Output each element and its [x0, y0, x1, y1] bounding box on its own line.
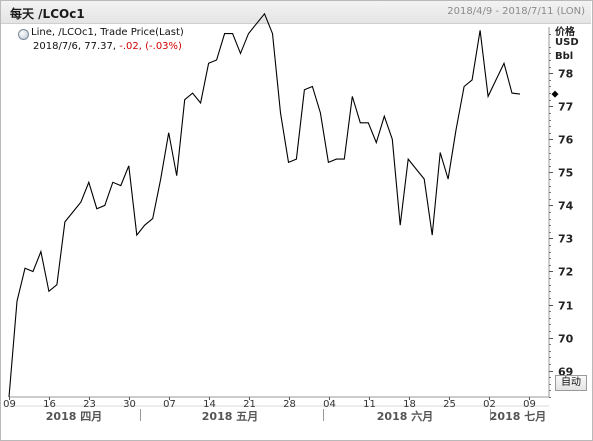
y-tick-label: 78 — [558, 68, 573, 81]
x-tick-label: 09 — [523, 399, 536, 410]
x-tick-label: 14 — [203, 399, 216, 410]
y-unit-currency: USD — [555, 37, 579, 48]
y-tick-label: 72 — [558, 266, 573, 279]
y-tick-label: 76 — [558, 134, 574, 147]
y-tick-label: 73 — [558, 233, 573, 246]
x-tick-label: 04 — [323, 399, 336, 410]
legend-line-icon[interactable] — [18, 29, 29, 40]
x-tick-label: 02 — [483, 399, 496, 410]
month-label: 2018 七月 — [490, 409, 546, 423]
month-label: 2018 五月 — [202, 410, 258, 423]
x-tick-label: 28 — [283, 399, 296, 410]
x-tick-label: 23 — [83, 399, 96, 410]
x-tick-label: 21 — [243, 399, 256, 410]
x-tick-label: 16 — [43, 399, 56, 410]
y-tick-label: 71 — [558, 300, 573, 313]
y-tick-label: 70 — [558, 333, 574, 346]
x-axis: 09 16 23 30 07 14 21 28 04 11 18 25 02 09 2018 四月 2018 … — [3, 397, 546, 423]
legend-series-label[interactable]: Line, /LCOc1, Trade Price(Last) — [31, 27, 184, 38]
y-tick-label: 75 — [558, 167, 573, 180]
x-tick-label: 11 — [363, 399, 376, 410]
y-unit-price: 价格 — [555, 27, 575, 38]
title-bar: 每天 /LCOc1 2018/4/9 - 2018/7/11 (LON) — [1, 1, 591, 24]
x-tick-label: 09 — [3, 399, 16, 410]
x-tick-label: 18 — [403, 399, 416, 410]
auto-scale-button[interactable]: 自动 — [555, 375, 587, 391]
legend-change: -.02, (-.03%) — [119, 41, 182, 52]
x-tick-label: 07 — [163, 399, 176, 410]
x-tick-label: 30 — [123, 399, 136, 410]
legend-last-value-prefix: 2018/7/6, 77.37, — [33, 41, 120, 52]
y-tick-label: 74 — [558, 200, 574, 213]
series-line — [8, 12, 521, 398]
y-tick-label: 77 — [558, 101, 573, 114]
date-range: 2018/4/9 - 2018/7/11 (LON) — [447, 6, 585, 17]
last-value-marker — [551, 90, 559, 98]
legend-last-value: 2018/7/6, 77.37, -.02, (-.03%) — [33, 41, 182, 52]
month-label: 2018 四月 — [46, 410, 102, 423]
y-unit-volume: Bbl — [555, 51, 574, 62]
month-label: 2018 六月 — [377, 409, 433, 423]
x-tick-label: 25 — [443, 399, 456, 410]
chart-title: 每天 /LCOc1 — [10, 7, 85, 21]
chart-series — [8, 12, 559, 398]
